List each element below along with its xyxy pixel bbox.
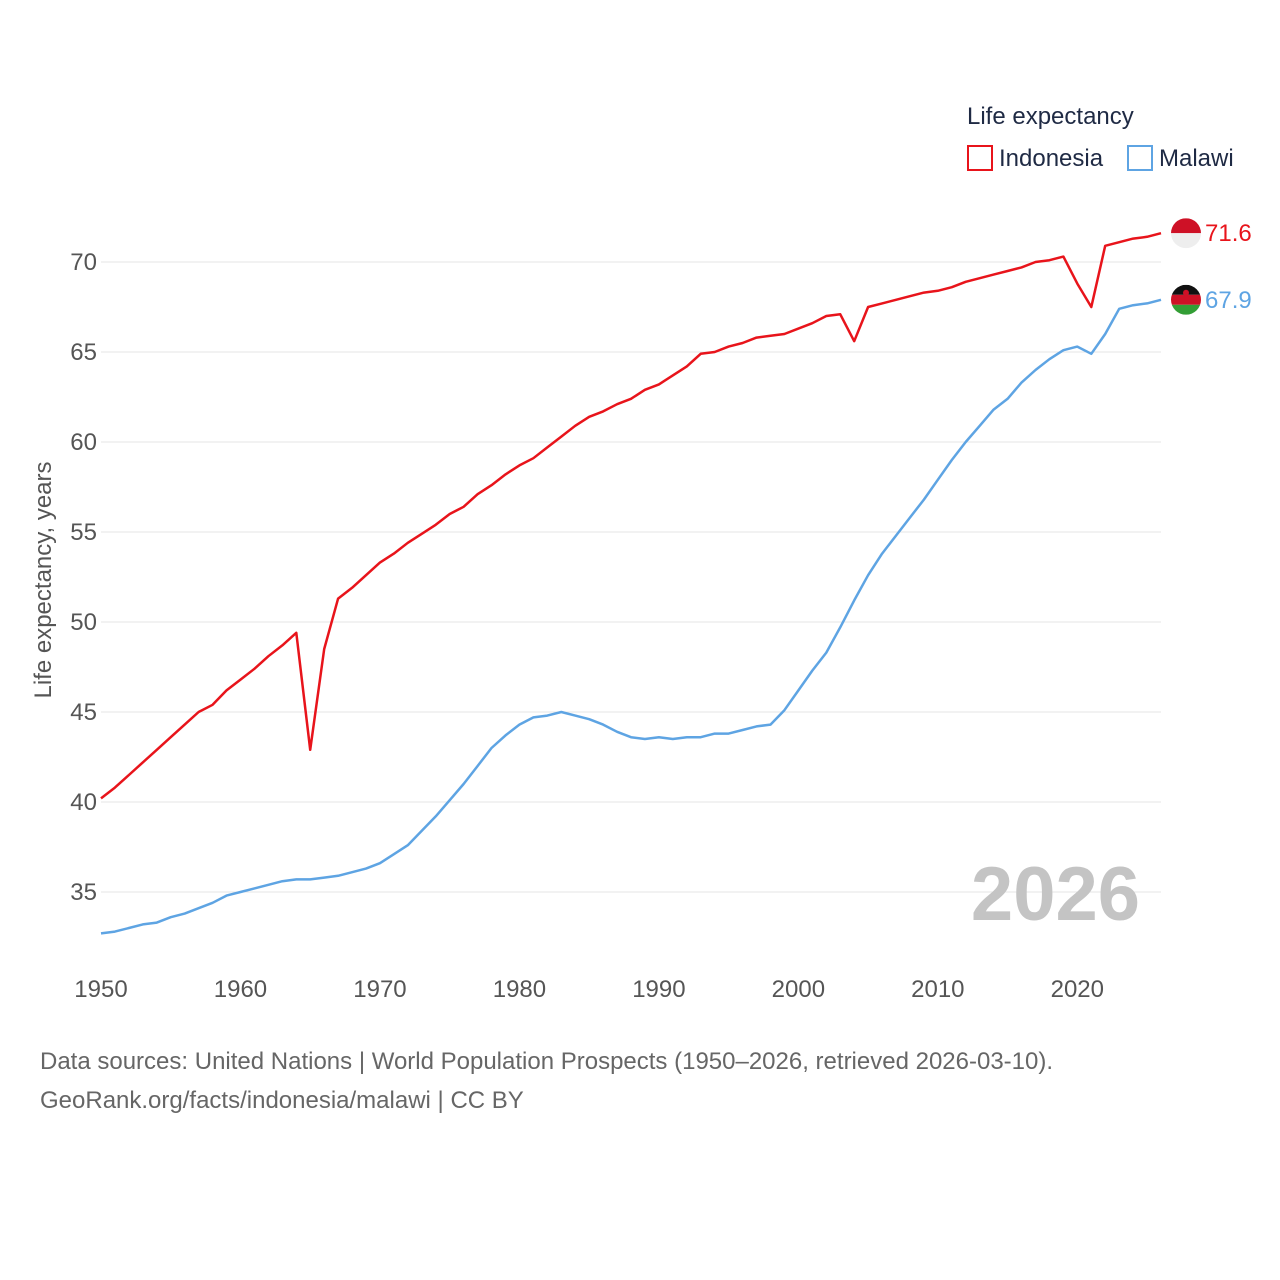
legend-title: Life expectancy (967, 103, 1134, 130)
x-tick-label: 2020 (1051, 976, 1104, 1003)
x-tick-label: 1970 (353, 976, 406, 1003)
legend-swatch (967, 145, 993, 171)
x-tick-label: 1960 (214, 976, 267, 1003)
y-tick-label: 60 (70, 429, 97, 456)
x-tick-label: 1950 (74, 976, 127, 1003)
end-value-label-indonesia: 71.6 (1205, 220, 1252, 247)
grid-lines (101, 261, 1161, 893)
x-tick-label: 2010 (911, 976, 964, 1003)
legend-label: Malawi (1159, 145, 1234, 172)
x-tick-label: 1990 (632, 976, 685, 1003)
y-tick-label: 45 (70, 699, 97, 726)
y-tick-label: 55 (70, 519, 97, 546)
series-end-markers: 71.6 67.9 (1171, 218, 1252, 315)
end-value-label-malawi: 67.9 (1205, 287, 1252, 314)
y-tick-label: 40 (70, 789, 97, 816)
legend[interactable]: Life expectancy Indonesia Malawi (967, 103, 1234, 172)
legend-item-malawi[interactable]: Malawi (1127, 145, 1234, 172)
year-watermark: 2026 (971, 852, 1140, 937)
series-line-indonesia (100, 231, 1162, 800)
legend-label: Indonesia (999, 145, 1104, 172)
x-tick-label: 1980 (493, 976, 546, 1003)
source-line-1: Data sources: United Nations | World Pop… (40, 1048, 1054, 1075)
series-lines (100, 231, 1162, 935)
y-tick-label: 65 (70, 339, 97, 366)
y-tick-label: 50 (70, 609, 97, 636)
source-line-2[interactable]: GeoRank.org/facts/indonesia/malawi | CC … (40, 1087, 524, 1114)
malawi-flag-icon (1171, 284, 1201, 315)
data-source-note: Data sources: United Nations | World Pop… (40, 1042, 1240, 1120)
y-tick-label: 70 (70, 249, 97, 276)
series-line-malawi (100, 298, 1162, 935)
x-axis-ticks: 1950 1960 1970 1980 1990 2000 2010 2020 (74, 976, 1104, 1003)
y-tick-label: 35 (70, 879, 97, 906)
y-axis-ticks: 35 40 45 50 55 60 65 70 (70, 249, 97, 906)
legend-item-indonesia[interactable]: Indonesia (967, 145, 1104, 172)
legend-swatch (1127, 145, 1153, 171)
x-tick-label: 2000 (772, 976, 825, 1003)
y-axis-title: Life expectancy, years (30, 461, 57, 698)
indonesia-flag-icon (1171, 218, 1201, 249)
